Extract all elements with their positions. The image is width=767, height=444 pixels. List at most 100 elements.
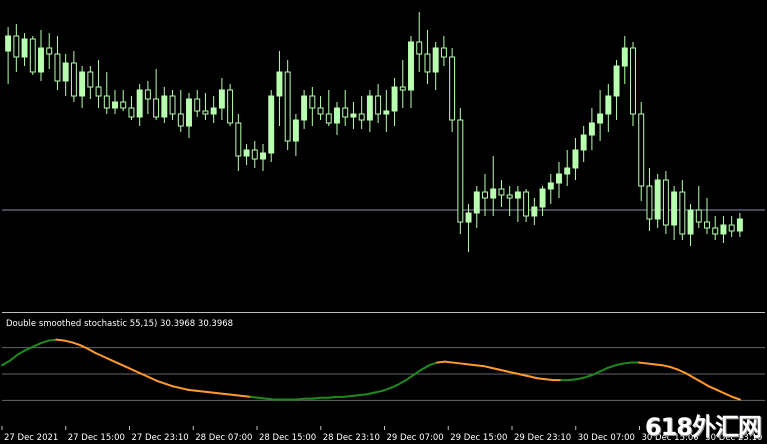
candle <box>613 60 620 120</box>
candle-body-bull <box>556 173 562 184</box>
indicator-segment-down <box>467 363 477 367</box>
candle-body-bear <box>457 119 464 223</box>
candle <box>161 87 168 123</box>
candle <box>695 186 702 228</box>
candle <box>580 126 587 162</box>
candle <box>375 84 382 123</box>
time-tick-label: 27 Dec 23:10 <box>132 433 189 443</box>
candle-body-bear <box>284 71 291 142</box>
indicator-segment-up <box>420 364 431 371</box>
candle <box>95 60 102 108</box>
candle <box>646 168 653 231</box>
candle-body-bear <box>13 35 20 58</box>
candle <box>87 66 94 99</box>
candle-body-bear <box>120 101 127 109</box>
candle <box>13 24 20 72</box>
candle <box>342 90 349 126</box>
candle-body-bull <box>218 89 225 109</box>
indicator-segment-down <box>63 339 73 344</box>
indicator-segment-up <box>404 373 415 382</box>
candle-body-bear <box>70 62 77 97</box>
candle-body-bear <box>630 47 636 115</box>
candle <box>704 198 710 234</box>
candle <box>186 93 192 138</box>
indicator-segment-up <box>342 395 353 398</box>
candle <box>654 174 661 228</box>
candle <box>21 33 28 66</box>
indicator-segment-down <box>638 361 648 365</box>
candle <box>440 36 447 66</box>
indicator-segment-up <box>614 362 625 367</box>
candle <box>465 204 472 252</box>
indicator-segment-down <box>94 351 104 358</box>
candle-body-bull <box>605 95 612 115</box>
indicator-segment-up <box>568 378 578 382</box>
candle-body-bear <box>342 107 349 118</box>
candle-body-bear <box>358 113 365 121</box>
indicator-segment-up <box>265 397 275 401</box>
candle-body-bull <box>736 218 743 232</box>
candle <box>103 72 110 114</box>
candle-body-bear <box>679 191 686 235</box>
candle <box>309 87 316 126</box>
candle <box>128 96 135 120</box>
candle-body-bear <box>646 185 653 220</box>
candle-body-bull <box>38 47 44 73</box>
candle-body-bear <box>440 47 447 58</box>
candle-body-bull <box>621 47 628 67</box>
candle-body-bull <box>580 134 587 151</box>
candle <box>457 108 464 234</box>
candle-body-bear <box>728 224 735 232</box>
indicator-segment-down <box>700 380 710 388</box>
candle <box>572 138 579 180</box>
indicator-segment-down <box>715 388 726 395</box>
candle-body-bear <box>325 113 332 124</box>
candle <box>473 186 480 228</box>
candle-body-bull <box>531 206 538 217</box>
candle <box>712 216 719 240</box>
candle-body-bull <box>408 41 414 91</box>
candle-body-bull <box>350 113 357 118</box>
candle-body-bear <box>506 194 513 199</box>
candle-body-bull <box>62 62 69 82</box>
indicator-segment-down <box>148 376 159 383</box>
candle <box>317 96 324 120</box>
candle-body-bull <box>5 35 12 52</box>
candle <box>227 84 234 126</box>
time-tick-label: 28 Dec 07:00 <box>195 433 252 443</box>
candle-body-bull <box>334 107 340 124</box>
price-panel[interactable] <box>2 12 765 252</box>
candle-body-bull <box>547 182 554 190</box>
candle-body-bear <box>638 113 645 187</box>
candle <box>358 96 365 129</box>
candle-body-bull <box>136 89 143 118</box>
candle <box>490 156 497 216</box>
candle-body-bull <box>301 95 308 121</box>
candle <box>399 60 406 108</box>
candle <box>112 90 118 114</box>
indicator-panel[interactable] <box>1 338 765 401</box>
indicator-segment-up <box>599 366 609 373</box>
indicator-segment-down <box>443 360 454 364</box>
candle-body-bull <box>276 71 283 97</box>
candle-body-bull <box>572 149 579 169</box>
indicator-segment-up <box>311 396 322 400</box>
candle <box>38 30 44 81</box>
candle-body-bull <box>564 167 571 175</box>
candle <box>638 102 645 201</box>
candle <box>79 66 86 108</box>
candle-body-bear <box>95 86 102 97</box>
indicator-segment-down <box>55 338 66 342</box>
indicator-segment-down <box>513 372 524 376</box>
candle-body-bear <box>29 38 36 73</box>
candle <box>564 150 571 186</box>
indicator-segment-down <box>676 368 687 375</box>
time-tick-label: 30 Dec 15:00 <box>642 433 699 443</box>
candle <box>523 189 530 222</box>
candle-body-bear <box>251 149 258 160</box>
candle-body-bull <box>687 209 694 235</box>
candle-body-bull <box>391 86 398 112</box>
candle-body-bear <box>54 53 61 82</box>
candle <box>177 90 184 132</box>
candle <box>301 90 308 129</box>
